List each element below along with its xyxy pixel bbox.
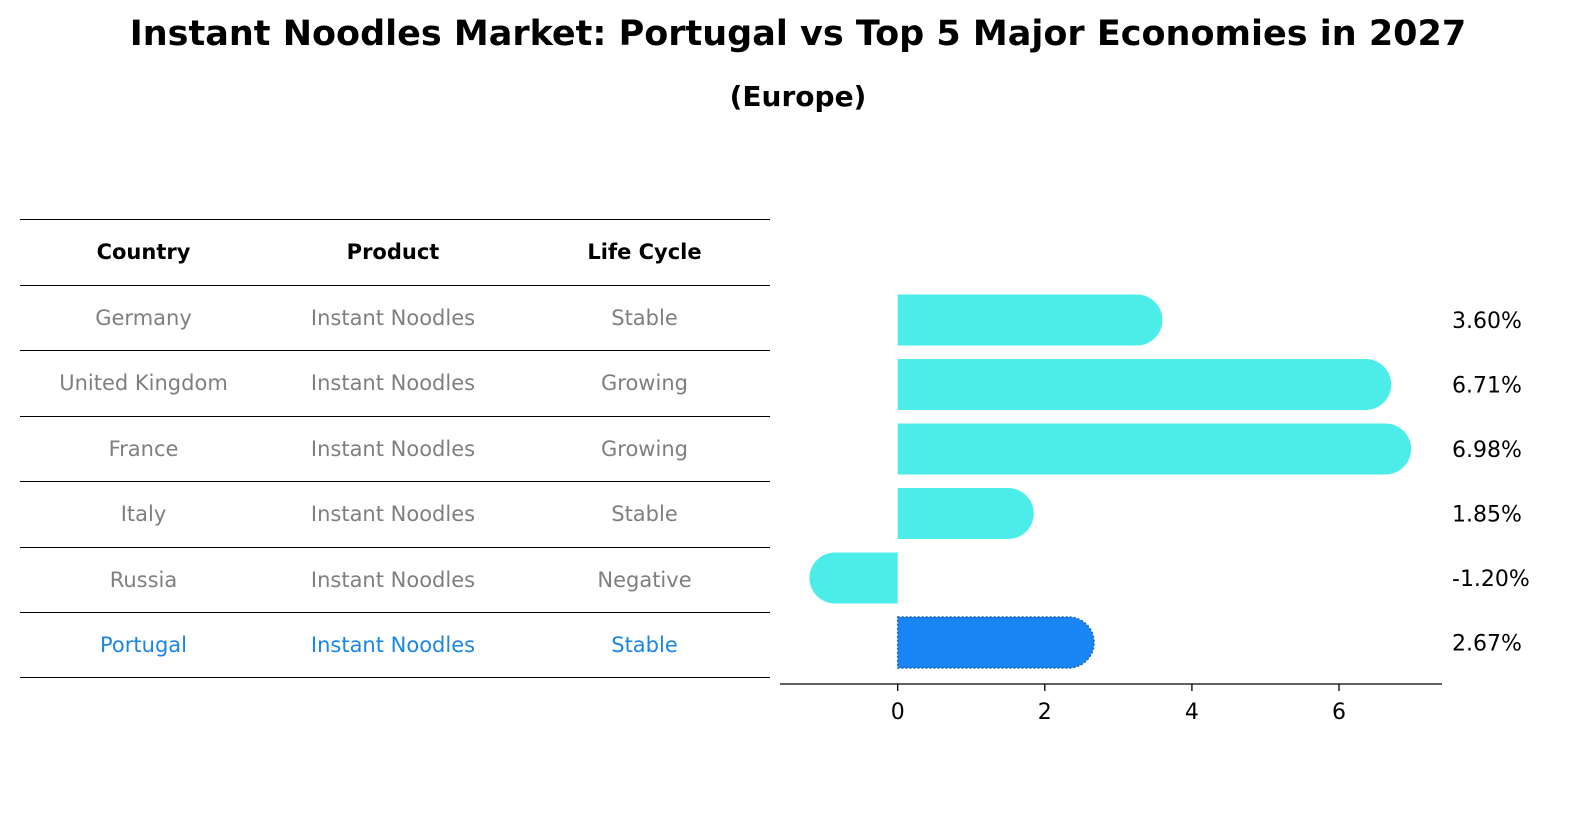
cell-country: France xyxy=(108,436,179,461)
cell-product: Instant Noodles xyxy=(310,632,476,657)
bar xyxy=(897,423,1412,475)
bar xyxy=(809,552,898,604)
x-tick-label: 4 xyxy=(1185,700,1199,725)
table-row: Italy Instant Noodles Stable xyxy=(20,481,770,547)
header-product: Product xyxy=(346,240,440,265)
cell-product: Instant Noodles xyxy=(310,436,476,461)
cell-life-cycle: Growing xyxy=(601,436,688,461)
cell-life-cycle: Stable xyxy=(611,632,678,657)
data-table: Country Product Life Cycle Germany Insta… xyxy=(20,219,770,678)
cell-country: Italy xyxy=(120,502,167,527)
chart-subtitle: (Europe) xyxy=(729,80,867,113)
cell-life-cycle: Growing xyxy=(601,371,688,396)
x-tick-label: 2 xyxy=(1038,700,1052,725)
value-label: 6.98% xyxy=(1452,438,1522,463)
x-tick-label: 6 xyxy=(1332,700,1346,725)
cell-country: Germany xyxy=(95,305,192,330)
cell-product: Instant Noodles xyxy=(310,305,476,330)
value-label: 2.67% xyxy=(1452,632,1522,657)
value-label: 3.60% xyxy=(1452,309,1522,334)
cell-life-cycle: Stable xyxy=(611,305,678,330)
bar-chart: 3.60% 6.71% 6.98% 1.85% -1.20% 2.67% 0 2 4 6 xyxy=(780,294,1530,725)
cell-country: Portugal xyxy=(100,632,187,657)
bar xyxy=(897,488,1034,539)
cell-life-cycle: Stable xyxy=(611,502,678,527)
bar-highlighted xyxy=(896,616,1095,669)
chart-title: Instant Noodles Market: Portugal vs Top … xyxy=(129,14,1467,54)
cell-product: Instant Noodles xyxy=(310,371,476,396)
value-label: 1.85% xyxy=(1452,503,1522,528)
bar xyxy=(897,359,1392,410)
cell-product: Instant Noodles xyxy=(310,567,476,592)
x-tick-label: 0 xyxy=(891,700,905,725)
table-row: Russia Instant Noodles Negative xyxy=(20,546,770,613)
cell-country: United Kingdom xyxy=(59,371,228,396)
table-header-row: Country Product Life Cycle xyxy=(20,219,770,285)
header-life-cycle: Life Cycle xyxy=(587,240,702,265)
table-row-highlighted: Portugal Instant Noodles Stable xyxy=(20,612,770,678)
header-country: Country xyxy=(96,240,191,265)
cell-product: Instant Noodles xyxy=(310,502,476,527)
value-label: -1.20% xyxy=(1452,567,1530,592)
value-label: 6.71% xyxy=(1452,374,1522,399)
table-row: Germany Instant Noodles Stable xyxy=(20,284,770,351)
cell-life-cycle: Negative xyxy=(597,567,692,592)
table-row: United Kingdom Instant Noodles Growing xyxy=(20,350,770,416)
table-row: France Instant Noodles Growing xyxy=(20,415,770,482)
cell-country: Russia xyxy=(109,567,178,592)
bar xyxy=(897,294,1163,346)
